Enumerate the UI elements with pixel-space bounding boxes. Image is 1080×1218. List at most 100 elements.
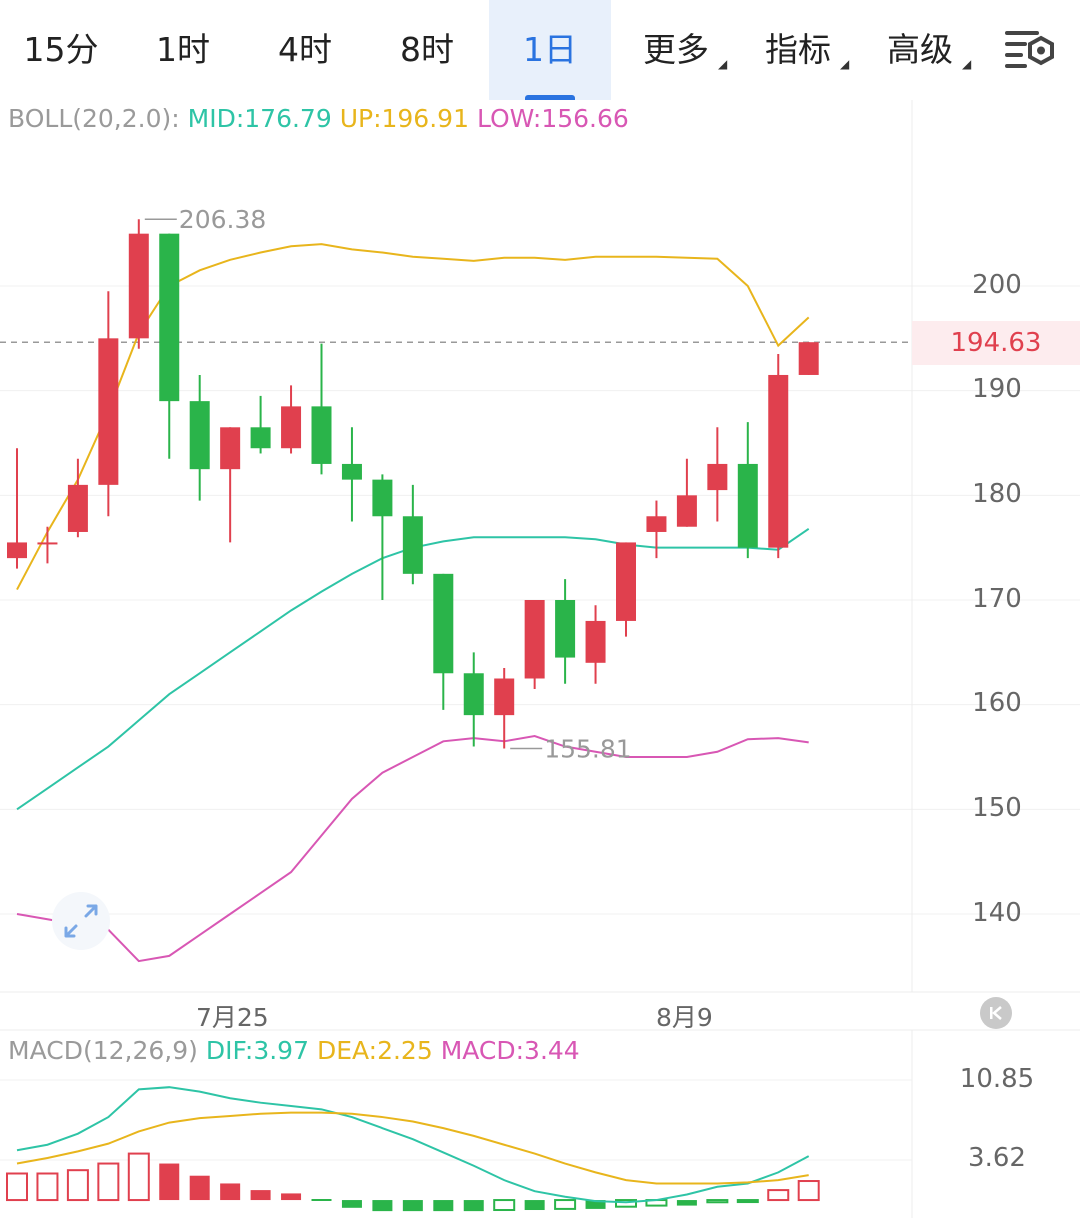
active-tab-indicator	[525, 95, 575, 100]
macd-dea-line	[16, 1111, 809, 1185]
timeframe-tab-bar: 15分 1时 4时 8时 1日 更多 ◢ 指标 ◢ 高级 ◢	[0, 0, 1080, 100]
skip-back-icon	[990, 1006, 1002, 1020]
tab-label: 4时	[278, 30, 332, 69]
dropdown-triangle-icon: ◢	[962, 57, 972, 71]
candle-body	[585, 620, 606, 663]
candle-body	[707, 463, 728, 491]
macd-label: MACD(12,26,9)	[8, 1036, 198, 1065]
boll-up-value: UP:196.91	[339, 104, 469, 133]
macd-histogram-bar	[66, 1169, 89, 1202]
date-label: 8月9	[656, 1003, 713, 1032]
tab-15min[interactable]: 15分	[0, 0, 122, 100]
scroll-to-latest-button[interactable]	[980, 997, 1012, 1029]
macd-histogram-bar	[767, 1189, 790, 1202]
expand-arrows-icon	[64, 904, 98, 938]
candle-body	[128, 233, 149, 339]
macd-histogram-bar	[463, 1200, 484, 1212]
macd-histogram-bar	[797, 1180, 820, 1202]
boll-label: BOLL(20,2.0):	[8, 104, 180, 133]
candle-body	[67, 484, 88, 532]
macd-histogram-bar	[402, 1200, 423, 1212]
tab-indicators[interactable]: 指标 ◢	[748, 0, 850, 100]
candle-body	[372, 479, 393, 517]
dropdown-triangle-icon: ◢	[840, 57, 850, 71]
tab-label: 更多	[643, 30, 709, 69]
boll-upper-line	[16, 243, 810, 591]
macd-histogram-bar	[676, 1200, 697, 1206]
candle-body	[37, 542, 58, 545]
macd-histogram-bar	[493, 1199, 516, 1212]
chart-settings-icon[interactable]	[1003, 28, 1059, 72]
price-tick-label: 180	[972, 479, 1022, 509]
tab-1day[interactable]: 1日	[489, 0, 611, 100]
boll-legend: BOLL(20,2.0): MID:176.79 UP:196.91 LOW:1…	[8, 104, 629, 133]
date-label: 7月25	[196, 1003, 269, 1032]
tab-more[interactable]: 更多 ◢	[626, 0, 728, 100]
macd-dif-line	[16, 1086, 810, 1204]
dropdown-triangle-icon: ◢	[718, 57, 728, 71]
macd-histogram-bar	[159, 1163, 180, 1201]
candle-body	[220, 427, 241, 470]
macd-histogram-bar	[220, 1183, 241, 1201]
current-price-tag: 194.63	[912, 321, 1080, 365]
price-tick-label: 170	[972, 584, 1022, 614]
macd-histogram-bar	[189, 1175, 210, 1201]
low-marker-label: 155.81	[544, 735, 631, 764]
candle-body	[433, 573, 454, 674]
macd-histogram-bar	[281, 1193, 302, 1201]
candle-body	[616, 542, 636, 621]
macd-hist-value: MACD:3.44	[440, 1036, 580, 1065]
macd-histogram-bar	[97, 1162, 120, 1202]
candle-body	[250, 427, 271, 449]
candle-body	[341, 463, 362, 480]
candle-body	[281, 406, 302, 449]
candle-body	[159, 233, 180, 402]
tab-label: 指标	[765, 30, 831, 69]
price-tick-label: 190	[972, 374, 1022, 404]
macd-histogram-bar	[433, 1200, 454, 1212]
macd-histogram-bar	[585, 1200, 606, 1209]
price-tick-label: 160	[972, 688, 1022, 718]
candle-body	[555, 600, 576, 658]
tab-label: 高级	[887, 30, 953, 69]
candle-body	[311, 406, 332, 464]
macd-histogram-bar	[524, 1200, 545, 1211]
candle-body	[524, 600, 545, 679]
macd-histogram-bar	[554, 1199, 577, 1210]
macd-histogram-bar	[127, 1152, 150, 1202]
macd-histogram-bar	[706, 1199, 729, 1204]
tab-4hour[interactable]: 4时	[244, 0, 366, 100]
candle-body	[768, 374, 789, 548]
candle-body	[402, 516, 423, 574]
macd-tick-label: 3.62	[968, 1143, 1026, 1173]
tab-label: 15分	[23, 30, 99, 69]
macd-dif-value: DIF:3.97	[205, 1036, 309, 1065]
macd-histogram-bar	[36, 1172, 59, 1202]
macd-histogram-bar	[615, 1199, 637, 1208]
macd-histogram-bar	[250, 1190, 271, 1201]
tab-label: 1日	[523, 30, 577, 69]
price-tick-label: 150	[972, 793, 1022, 823]
tab-label: 8时	[400, 30, 454, 69]
macd-histogram-bar	[341, 1200, 362, 1208]
tab-1hour[interactable]: 1时	[122, 0, 244, 100]
tab-8hour[interactable]: 8时	[366, 0, 488, 100]
candle-body	[646, 516, 667, 532]
tab-advanced[interactable]: 高级 ◢	[870, 0, 972, 100]
macd-legend: MACD(12,26,9) DIF:3.97 DEA:2.25 MACD:3.4…	[8, 1036, 580, 1065]
candle-body	[494, 678, 515, 716]
expand-chart-button[interactable]	[52, 892, 110, 950]
candle-body	[676, 495, 697, 527]
macd-histogram-bar	[736, 1199, 759, 1204]
candle-body	[463, 673, 484, 716]
boll-lower-line	[16, 735, 809, 963]
macd-histogram-bar	[372, 1200, 393, 1212]
candle-body	[737, 463, 758, 548]
macd-tick-label: 10.85	[959, 1064, 1035, 1094]
boll-low-value: LOW:156.66	[476, 104, 629, 133]
price-tick-label: 140	[972, 898, 1022, 928]
boll-mid-value: MID:176.79	[187, 104, 332, 133]
macd-histogram-bar	[6, 1172, 28, 1202]
price-tick-label: 200	[972, 270, 1022, 300]
